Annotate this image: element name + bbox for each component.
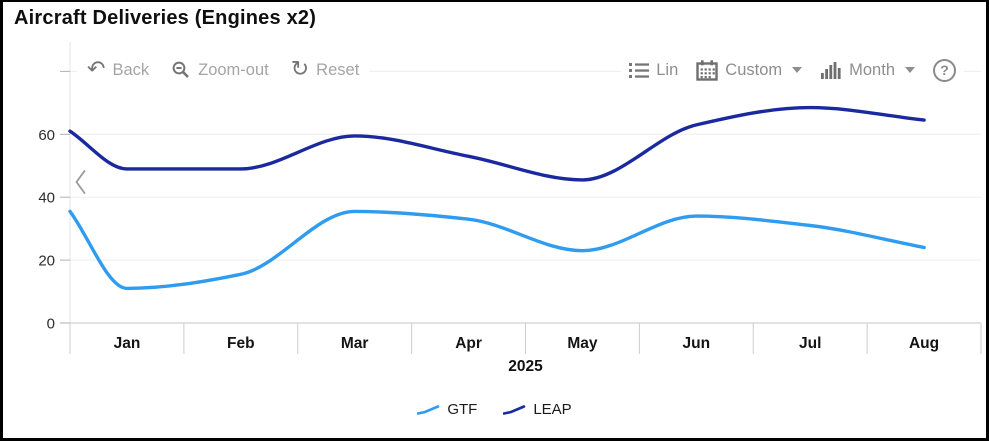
calendar-icon [696, 59, 718, 81]
zoom-out-button-label: Zoom-out [198, 60, 269, 79]
series-line-gtf [68, 209, 926, 291]
x-month-label: Apr [455, 335, 482, 352]
reset-refresh-icon: ↻ [290, 56, 310, 81]
custom-dropdown-label: Custom [725, 60, 783, 79]
legend-label: GTF [447, 401, 478, 418]
y-tick-label: 60 [38, 127, 55, 144]
lin-scale-toggle-button[interactable]: Lin [629, 60, 679, 80]
lin-button-label: Lin [656, 60, 679, 79]
custom-range-dropdown[interactable]: Custom [696, 59, 803, 81]
back-button[interactable]: ↶ Back [87, 56, 150, 81]
caret-down-icon [792, 67, 803, 73]
x-month-label: Jan [114, 335, 141, 352]
undo-back-icon: ↶ [87, 56, 106, 81]
page-title: Aircraft Deliveries (Engines x2) [14, 7, 317, 29]
chart-legend: GTF LEAP [3, 401, 986, 418]
chevron-left-icon [75, 170, 86, 194]
x-year-label: 2025 [508, 358, 543, 375]
x-month-label: Aug [909, 335, 939, 352]
zoom-out-button[interactable]: Zoom-out [171, 60, 269, 80]
reset-button[interactable]: ↻ Reset [290, 56, 360, 81]
legend-item-leap[interactable]: LEAP [503, 401, 572, 418]
chart-toolbar-right: Lin Custom [621, 54, 964, 86]
chart-toolbar-left: ↶ Back Zoom-out ↻ Reset [77, 54, 370, 86]
x-month-label: Jun [683, 335, 711, 352]
legend-line-swatch [503, 405, 526, 415]
bar-chart-icon [821, 61, 841, 79]
x-month-label: Feb [227, 335, 255, 352]
reset-button-label: Reset [316, 60, 360, 79]
x-month-label: May [567, 335, 598, 352]
help-question-icon: ? [933, 58, 956, 82]
x-month-label: Jul [799, 335, 821, 352]
month-granularity-dropdown[interactable]: Month [820, 60, 915, 80]
bulleted-list-icon [629, 62, 650, 78]
help-button[interactable]: ? [933, 58, 956, 82]
legend-item-gtf[interactable]: GTF [417, 401, 477, 418]
month-dropdown-label: Month [849, 60, 895, 79]
line-chart-plot-area[interactable]: 0 20 40 60 Jan Feb Mar Apr May Jun Jul Aug 2025 [3, 2, 989, 441]
legend-line-swatch [417, 405, 440, 415]
y-tick-label: 20 [38, 253, 55, 270]
legend-label: LEAP [533, 401, 572, 418]
collapse-left-chevron-button[interactable] [73, 168, 88, 199]
series-line-leap [68, 105, 926, 182]
back-button-label: Back [112, 60, 150, 79]
caret-down-icon [905, 67, 915, 73]
x-month-label: Mar [341, 335, 369, 352]
y-tick-label: 40 [38, 190, 55, 207]
y-tick-label: 0 [47, 316, 55, 333]
zoom-out-magnifier-icon [172, 61, 190, 78]
